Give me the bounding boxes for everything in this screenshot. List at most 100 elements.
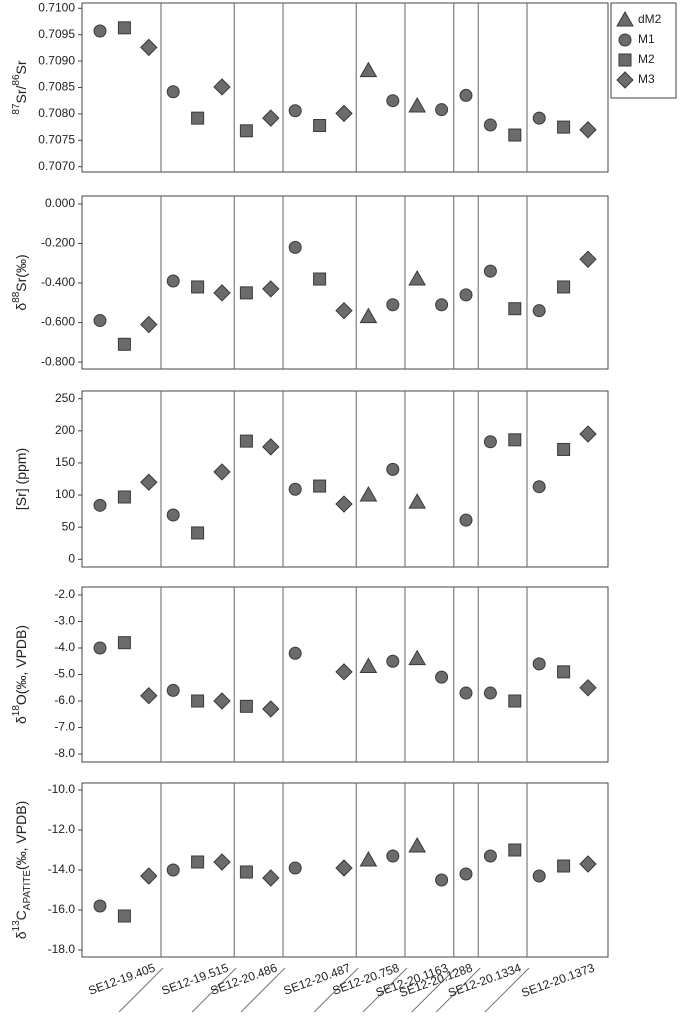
- y-axis-label-part: Sr: [13, 60, 29, 74]
- legend-label: M1: [638, 32, 655, 46]
- point: [335, 495, 353, 513]
- point: [579, 855, 597, 873]
- point: [313, 119, 327, 133]
- point: [408, 836, 427, 853]
- point: [557, 120, 571, 134]
- point: [483, 435, 497, 449]
- point: [140, 473, 158, 491]
- legend-marker: [616, 71, 634, 89]
- point: [508, 694, 522, 708]
- point: [191, 526, 205, 540]
- point: [288, 482, 302, 496]
- point: [359, 850, 378, 867]
- point: [335, 104, 353, 123]
- y-tick-label: -12.0: [48, 822, 76, 836]
- y-axis-label-part: δ: [13, 303, 29, 311]
- point: [262, 438, 280, 456]
- y-tick-label: -0.200: [41, 236, 75, 250]
- point: [166, 85, 180, 99]
- y-axis-label-part: O(‰, VPDB): [13, 625, 29, 705]
- point: [435, 670, 449, 684]
- y-tick-label: 0.7100: [38, 0, 75, 14]
- y-tick-label: 50: [62, 519, 76, 533]
- point: [386, 462, 400, 476]
- point: [166, 508, 180, 522]
- x-tick-label: SE12-20.1373: [519, 961, 596, 1001]
- y-tick-label: -2.0: [54, 587, 75, 601]
- point: [532, 304, 546, 318]
- y-tick-label: 0.7085: [38, 80, 75, 94]
- y-axis-label-part: C: [13, 910, 29, 920]
- point: [239, 434, 253, 448]
- point: [213, 692, 231, 710]
- legend-label: dM2: [638, 12, 662, 26]
- legend-marker: [618, 53, 632, 67]
- point: [408, 493, 427, 509]
- y-axis-label: δ13CAPATITE(‰, VPDB): [11, 801, 33, 939]
- point: [262, 280, 280, 298]
- y-tick-label: 150: [55, 455, 75, 469]
- point: [459, 88, 473, 102]
- point: [93, 498, 107, 512]
- point: [459, 686, 473, 700]
- point: [335, 301, 353, 320]
- point: [93, 314, 107, 328]
- point: [359, 307, 378, 324]
- point: [140, 315, 158, 334]
- point: [262, 869, 280, 887]
- y-tick-label: -16.0: [48, 902, 76, 916]
- point: [435, 298, 449, 312]
- point: [239, 286, 253, 300]
- point: [288, 861, 302, 875]
- y-axis-label-part: 88: [11, 291, 22, 303]
- point: [93, 899, 107, 913]
- y-tick-label: 100: [55, 487, 75, 501]
- y-tick-label: -7.0: [54, 720, 75, 734]
- point: [140, 38, 158, 57]
- point: [557, 859, 571, 873]
- point: [313, 479, 327, 493]
- point: [288, 646, 302, 660]
- point: [579, 679, 597, 697]
- point: [166, 863, 180, 877]
- y-tick-label: 0.7080: [38, 106, 75, 120]
- y-axis-label: δ88Sr(‰): [11, 254, 29, 310]
- y-tick-label: -8.0: [54, 746, 75, 760]
- point: [557, 442, 571, 456]
- point: [579, 121, 597, 139]
- legend-marker: [616, 10, 634, 27]
- point: [166, 274, 180, 288]
- point: [213, 284, 231, 302]
- legend-label: M2: [638, 52, 655, 66]
- y-axis-label-part: 87: [11, 103, 22, 115]
- y-tick-label: -6.0: [54, 693, 75, 707]
- x-tick-label: SE12-19.405: [86, 961, 157, 998]
- point: [335, 859, 353, 877]
- point: [386, 94, 400, 108]
- point: [213, 463, 231, 481]
- x-tick-line: [191, 967, 237, 1013]
- point: [483, 849, 497, 863]
- point: [483, 686, 497, 700]
- point: [408, 270, 427, 286]
- x-tick-line: [240, 967, 286, 1013]
- y-tick-label: 200: [55, 423, 75, 437]
- x-tick-line: [435, 967, 481, 1013]
- point: [408, 96, 427, 113]
- y-tick-label: -3.0: [54, 614, 75, 628]
- point: [483, 264, 497, 278]
- point: [459, 513, 473, 527]
- y-axis-label-part: 86: [11, 74, 22, 86]
- point: [93, 24, 107, 38]
- y-axis-label-part: Sr/: [13, 85, 29, 103]
- point: [483, 118, 497, 132]
- point: [191, 111, 205, 125]
- point: [386, 298, 400, 312]
- y-axis-label-part: Sr(‰): [13, 254, 29, 291]
- point: [239, 124, 253, 138]
- point: [313, 272, 327, 286]
- y-tick-label: -10.0: [48, 782, 76, 796]
- point: [288, 240, 302, 254]
- y-axis-label: 87Sr/86Sr: [11, 60, 29, 114]
